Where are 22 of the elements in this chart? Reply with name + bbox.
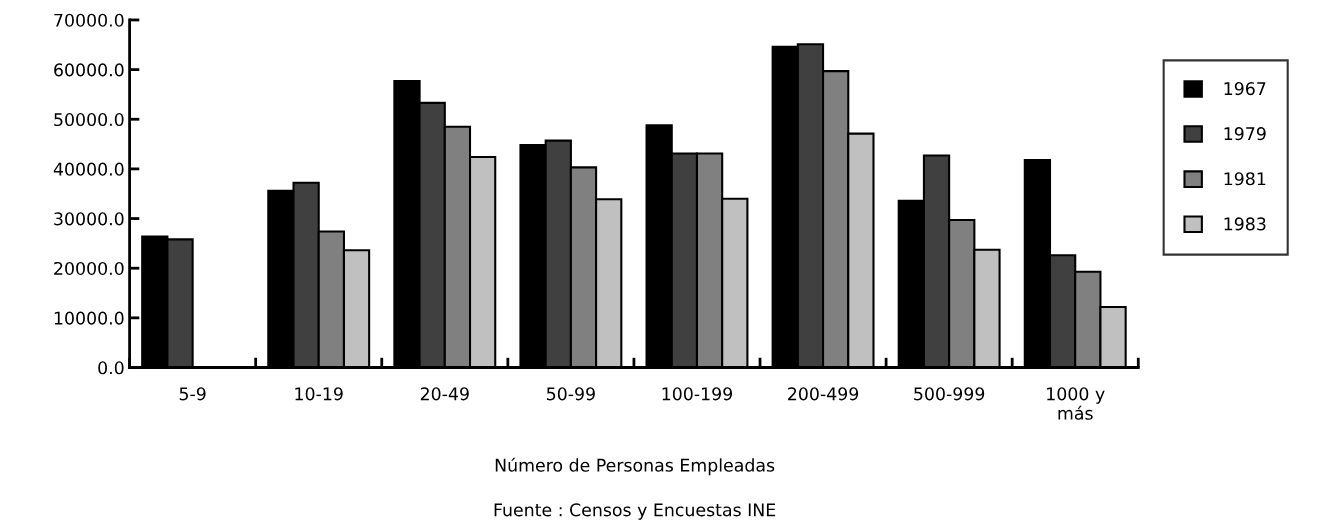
- y-tick-label: 70000.0: [54, 13, 124, 27]
- legend-label: 1979: [1224, 127, 1266, 141]
- legend-label: 1967: [1224, 82, 1266, 96]
- y-tick-label: 20000.0: [54, 261, 124, 276]
- x-tick-label: 1000 y más: [1047, 387, 1105, 420]
- x-tick-label: 200-499: [788, 387, 859, 401]
- y-tick-label: 30000.0: [54, 212, 124, 226]
- x-axis-title: Número de Personas Empleadas: [495, 457, 775, 476]
- y-tick-label: 0.0: [98, 361, 124, 375]
- y-tick-label: 40000.0: [53, 162, 124, 176]
- x-tick-label: 5-9: [179, 387, 206, 401]
- y-tick-label: 60000.0: [54, 63, 124, 77]
- y-tick-label: 10000.0: [54, 311, 124, 325]
- y-tick-label: 50000.0: [54, 112, 124, 127]
- legend-label: 1983: [1224, 217, 1266, 231]
- legend-label: 1981: [1224, 172, 1266, 186]
- x-tick-label: 20-49: [420, 387, 469, 401]
- x-tick-label: 10-19: [295, 387, 343, 401]
- x-tick-label: 100-199: [662, 387, 733, 401]
- source-note: Fuente : Censos y Encuestas INE: [494, 503, 776, 520]
- x-tick-label: 50-99: [547, 387, 595, 401]
- x-tick-label: 500-999: [914, 387, 985, 401]
